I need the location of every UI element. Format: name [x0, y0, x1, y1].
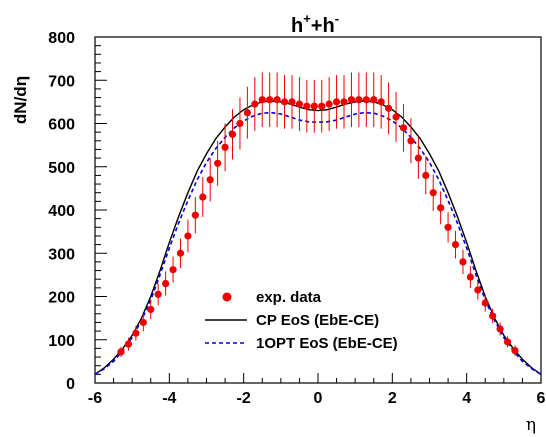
data-point [258, 96, 266, 104]
data-point [206, 176, 214, 184]
data-points [117, 72, 519, 358]
data-point [236, 119, 244, 128]
data-point [459, 258, 467, 266]
data-point [191, 211, 199, 219]
y-tick-label: 400 [48, 203, 75, 220]
data-point [147, 305, 155, 314]
data-point [429, 189, 437, 197]
data-point [221, 143, 229, 151]
x-tick-label: -6 [88, 390, 102, 407]
data-point [377, 98, 385, 106]
data-point [162, 279, 170, 288]
data-point [332, 98, 341, 106]
data-point [243, 109, 251, 117]
legend-label: CP EoS (EbE-CE) [256, 312, 379, 329]
data-point [437, 204, 445, 212]
series-line [94, 111, 542, 376]
y-axis-title: dN/dη [11, 76, 30, 124]
data-point [199, 193, 207, 201]
data-point [251, 100, 259, 108]
x-tick-label: 4 [462, 390, 471, 407]
y-tick-label: 300 [48, 246, 75, 263]
x-tick-label: -2 [237, 390, 251, 407]
data-point [407, 137, 415, 145]
x-tick-label: 6 [537, 390, 546, 407]
y-tick-label: 600 [48, 117, 75, 134]
data-point [399, 124, 408, 132]
x-tick-label: 2 [388, 390, 397, 407]
x-axis-title: η [526, 415, 536, 435]
data-point [414, 154, 422, 162]
data-point [154, 290, 162, 298]
data-point [325, 100, 333, 108]
data-point [288, 98, 296, 106]
y-tick-label: 800 [48, 30, 75, 47]
x-tick-label: 0 [314, 390, 323, 407]
data-point [511, 346, 519, 355]
series-lines [94, 100, 542, 376]
legend-marker [222, 292, 232, 302]
x-tick-label: -4 [162, 390, 176, 407]
axis-ticks: -6 -4 -2 0 2 4 6 0 100 200 300 400 500 600 700 800 [48, 30, 545, 407]
data-point [451, 241, 460, 249]
y-tick-label: 200 [48, 290, 75, 307]
data-point [392, 113, 400, 121]
data-point [347, 96, 356, 104]
data-point [139, 318, 147, 327]
data-point [169, 266, 177, 274]
data-point [228, 130, 237, 138]
data-point [385, 104, 393, 112]
plot-border [94, 36, 542, 384]
data-point [117, 348, 125, 356]
data-point [176, 249, 185, 257]
data-point [370, 96, 378, 104]
y-tick-label: 0 [66, 376, 75, 393]
data-point [422, 171, 430, 179]
data-point [295, 100, 304, 108]
legend: exp. data CP EoS (EbE-CE) 1OPT EoS (EbE-CE… [205, 289, 398, 352]
data-point [318, 102, 326, 110]
data-point [124, 340, 133, 348]
y-tick-label: 500 [48, 160, 75, 177]
data-point [503, 338, 512, 346]
data-point [184, 232, 192, 240]
data-point [340, 98, 348, 106]
legend-label: 1OPT EoS (EbE-CE) [256, 335, 398, 352]
chart-title: h++h- [291, 11, 339, 37]
y-tick-label: 100 [48, 333, 75, 350]
data-point [489, 312, 497, 320]
y-tick-label: 700 [48, 73, 75, 90]
data-point [444, 223, 452, 231]
data-point [266, 96, 274, 104]
data-point [474, 286, 482, 294]
data-point [280, 98, 289, 106]
plot-frame [94, 36, 542, 384]
data-point [496, 325, 504, 333]
data-point [303, 102, 311, 110]
data-point [132, 329, 140, 337]
data-point [481, 299, 489, 307]
data-point [466, 273, 474, 281]
data-point [214, 159, 222, 167]
data-point [310, 102, 318, 110]
data-point [273, 96, 281, 104]
legend-label: exp. data [256, 289, 322, 306]
data-point [362, 96, 370, 104]
series-line [94, 100, 542, 375]
data-point [355, 96, 363, 104]
